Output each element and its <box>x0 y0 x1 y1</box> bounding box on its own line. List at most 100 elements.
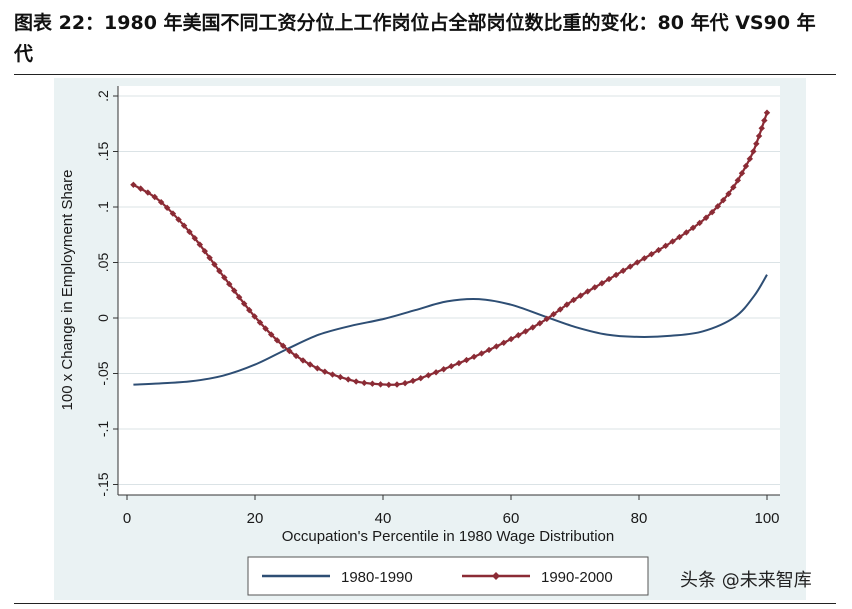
data-point-marker <box>306 361 314 368</box>
data-point-marker <box>761 117 768 124</box>
data-point-marker <box>321 368 329 375</box>
data-point-marker <box>563 301 571 308</box>
data-point-marker <box>268 331 275 338</box>
data-point-marker <box>689 224 697 231</box>
data-point-marker <box>725 190 732 198</box>
data-point-marker <box>763 109 771 116</box>
data-point-marker <box>753 140 760 147</box>
data-point-marker <box>401 379 409 387</box>
legend: 1980-1990 1990-2000 <box>247 556 649 596</box>
data-point-marker <box>738 170 746 177</box>
data-point-marker <box>507 335 515 343</box>
x-tick-label: 100 <box>754 510 779 527</box>
data-point-marker <box>292 352 300 360</box>
data-point-marker <box>641 255 648 262</box>
data-point-marker <box>696 219 703 227</box>
data-point-marker <box>352 378 360 385</box>
data-point-marker <box>634 259 641 266</box>
data-point-marker <box>432 369 440 376</box>
data-point-marker <box>299 357 307 364</box>
data-point-marker <box>478 350 485 357</box>
data-point-marker <box>550 311 557 318</box>
data-point-marker <box>180 222 188 229</box>
x-axis-label: Occupation's Percentile in 1980 Wage Dis… <box>282 528 614 545</box>
y-tick-label: -.15 <box>95 472 111 496</box>
data-point-marker <box>485 346 493 354</box>
data-point-marker <box>279 342 287 350</box>
x-tick-label: 40 <box>375 510 392 527</box>
data-point-marker <box>246 306 253 314</box>
data-point-marker <box>417 374 424 382</box>
data-point-marker <box>369 380 376 387</box>
plot-area <box>118 86 780 495</box>
data-point-marker <box>669 238 676 245</box>
data-point-marker <box>702 214 710 221</box>
data-point-marker <box>393 381 401 388</box>
legend-label-1990-2000: 1990-2000 <box>541 569 613 586</box>
legend-marker-1990-2000 <box>492 572 500 580</box>
y-tick-label: -.1 <box>95 421 111 438</box>
data-point-marker <box>755 132 763 140</box>
data-point-marker <box>648 250 655 258</box>
data-point-marker <box>500 339 507 346</box>
data-point-marker <box>130 181 137 188</box>
data-point-marker <box>493 343 500 350</box>
data-point-marker <box>758 125 765 132</box>
data-point-marker <box>169 210 177 217</box>
data-point-marker <box>591 284 599 291</box>
data-point-marker <box>201 247 208 255</box>
y-tick-label: 0 <box>95 314 111 322</box>
data-point-marker <box>543 315 551 323</box>
y-tick-label: .15 <box>95 142 111 162</box>
data-point-marker <box>655 246 662 254</box>
data-point-marker <box>720 196 727 204</box>
data-point-marker <box>251 313 258 320</box>
data-point-marker <box>273 337 281 344</box>
data-point-marker <box>730 184 737 191</box>
data-point-marker <box>584 288 591 295</box>
y-tick-label: -.05 <box>95 361 111 385</box>
data-point-marker <box>734 177 742 184</box>
data-point-marker <box>577 292 584 299</box>
data-point-marker <box>746 155 754 163</box>
data-point-marker <box>163 204 171 211</box>
figure-title: 图表 22：1980 年美国不同工资分位上工作岗位占全部岗位数比重的变化：80 … <box>14 12 816 65</box>
data-point-marker <box>211 261 218 268</box>
data-point-marker <box>536 320 544 327</box>
data-point-marker <box>345 376 352 383</box>
data-point-marker <box>206 254 213 261</box>
data-point-marker <box>708 209 716 216</box>
data-point-marker <box>226 280 233 288</box>
data-point-marker <box>455 359 463 367</box>
source-watermark: 头条 @未来智库 <box>680 570 812 591</box>
data-point-marker <box>683 229 690 236</box>
data-point-marker <box>337 373 344 381</box>
x-tick-label: 80 <box>631 510 648 527</box>
data-point-marker <box>742 162 750 170</box>
axes: -.15 -.1 -.05 0 .05 .1 .15 .2 0 20 40 60 80 100 <box>95 86 780 527</box>
data-point-marker <box>515 332 522 339</box>
series-line-1980-1990 <box>133 274 768 386</box>
data-point-marker <box>750 148 757 155</box>
data-point-marker <box>612 271 620 279</box>
data-point-marker <box>329 371 336 378</box>
data-point-marker <box>256 319 264 326</box>
data-point-marker <box>448 363 455 370</box>
data-point-marker <box>409 377 417 385</box>
grid-lines <box>118 95 780 485</box>
data-point-marker <box>262 325 269 332</box>
bottom-divider <box>14 603 836 604</box>
data-point-marker <box>286 347 293 355</box>
data-point-marker <box>598 280 606 287</box>
x-tick-label: 60 <box>503 510 520 527</box>
data-point-marker <box>522 328 529 335</box>
data-point-marker <box>619 267 627 274</box>
data-point-marker <box>361 379 368 387</box>
data-point-marker <box>235 293 243 301</box>
data-point-marker <box>440 366 447 373</box>
y-tick-label: .05 <box>95 253 111 273</box>
data-point-marker <box>186 228 193 236</box>
data-point-marker <box>557 306 564 313</box>
y-tick-label: .1 <box>95 201 111 213</box>
series-group <box>130 109 771 388</box>
